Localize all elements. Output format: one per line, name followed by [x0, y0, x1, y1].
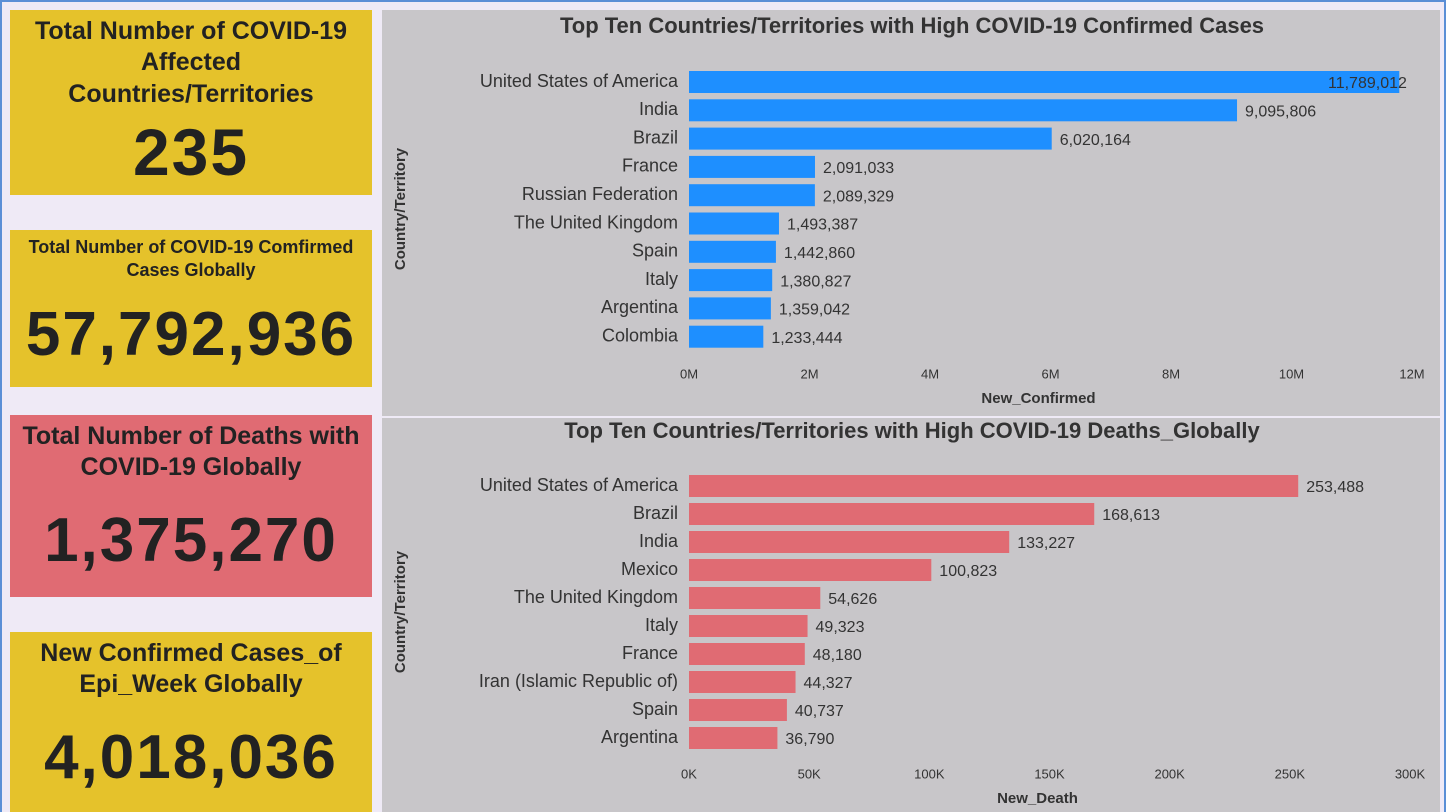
y-tick-label: United States of America [480, 71, 679, 91]
data-label: 48,180 [813, 647, 862, 664]
chart-panel [382, 418, 1440, 812]
x-tick-label: 0M [680, 366, 698, 381]
y-tick-label: United States of America [480, 475, 679, 495]
y-tick-label: Brazil [633, 503, 678, 523]
bar [689, 184, 815, 207]
x-tick-label: 2M [800, 366, 818, 381]
y-tick-label: Argentina [601, 297, 679, 317]
data-label: 49,323 [816, 619, 865, 636]
y-axis-title: Country/Territory [392, 550, 409, 673]
bar [689, 699, 787, 721]
data-label: 2,089,329 [823, 188, 894, 205]
y-tick-label: Iran (Islamic Republic of) [479, 671, 678, 691]
card: Total Number of COVID-19 Affected Countr… [10, 10, 372, 195]
y-tick-label: Spain [632, 699, 678, 719]
bar [689, 297, 771, 320]
bar [689, 127, 1052, 150]
bar [689, 269, 773, 292]
bar [689, 475, 1299, 497]
card-value: 235 [132, 115, 250, 190]
y-tick-label: Spain [632, 241, 678, 261]
x-tick-label: 10M [1279, 366, 1304, 381]
card: Total Number of COVID-19 Comfirmed Cases… [10, 230, 372, 387]
bar [689, 671, 796, 693]
x-tick-label: 12M [1399, 366, 1424, 381]
y-tick-label: Italy [645, 269, 678, 289]
y-tick-label: Russian Federation [522, 184, 678, 204]
data-label: 11,789,012 [1328, 75, 1407, 92]
card-value: 4,018,036 [44, 722, 338, 792]
x-tick-label: 50K [798, 766, 821, 781]
y-tick-label: Mexico [621, 559, 678, 579]
x-tick-label: 150K [1034, 766, 1065, 781]
y-tick-label: India [639, 531, 679, 551]
data-label: 1,233,444 [771, 330, 842, 347]
y-tick-label: France [622, 156, 678, 176]
bar [689, 587, 821, 609]
y-tick-label: Italy [645, 615, 678, 635]
x-tick-label: 250K [1275, 766, 1306, 781]
card-value: 57,792,936 [25, 299, 357, 369]
data-label: 36,790 [785, 731, 834, 748]
data-label: 1,493,387 [787, 217, 858, 234]
bar [689, 212, 779, 235]
bar [689, 325, 764, 348]
y-tick-label: Argentina [601, 727, 679, 747]
bar [689, 643, 805, 665]
data-label: 1,380,827 [780, 273, 851, 290]
bar [689, 71, 1400, 93]
y-tick-label: The United Kingdom [514, 212, 678, 232]
data-label: 133,227 [1017, 535, 1075, 552]
data-label: 9,095,806 [1245, 104, 1316, 121]
x-tick-label: 8M [1162, 366, 1180, 381]
card: Total Number of Deaths with COVID-19 Glo… [10, 415, 372, 597]
chart-title: Top Ten Countries/Territories with High … [560, 13, 1264, 38]
chart-title: Top Ten Countries/Territories with High … [564, 418, 1260, 443]
y-tick-label: Colombia [602, 325, 679, 345]
card: New Confirmed Cases_of Epi_Week Globally… [10, 632, 372, 812]
data-label: 1,442,860 [784, 245, 855, 262]
y-tick-label: France [622, 643, 678, 663]
card-value: 1,375,270 [44, 505, 338, 575]
y-tick-label: The United Kingdom [514, 587, 678, 607]
x-tick-label: 200K [1154, 766, 1185, 781]
x-tick-label: 6M [1041, 366, 1059, 381]
bar [689, 155, 815, 178]
data-label: 44,327 [804, 675, 853, 692]
bar [689, 503, 1095, 525]
card-title: Total Number of COVID-19 Comfirmed Cases… [28, 237, 354, 280]
data-label: 168,613 [1102, 507, 1160, 524]
data-label: 2,091,033 [823, 160, 894, 177]
data-label: 1,359,042 [779, 302, 850, 319]
bar [689, 531, 1010, 553]
bar [689, 240, 776, 263]
bar [689, 99, 1238, 122]
x-axis-title: New_Death [997, 790, 1078, 807]
bar [689, 615, 808, 637]
card-title: Total Number of COVID-19 Affected Countr… [34, 17, 348, 108]
card-title: Total Number of Deaths with COVID-19 Glo… [22, 422, 360, 482]
card-title: New Confirmed Cases_of Epi_Week Globally [40, 639, 342, 699]
y-axis-title: Country/Territory [392, 147, 409, 270]
data-label: 6,020,164 [1060, 132, 1131, 149]
x-axis-title: New_Confirmed [981, 390, 1095, 407]
chart-panel [382, 10, 1440, 416]
bar [689, 559, 932, 581]
bar [689, 727, 778, 749]
y-tick-label: Brazil [633, 127, 678, 147]
x-tick-label: 0K [681, 766, 697, 781]
data-label: 54,626 [828, 591, 877, 608]
x-tick-label: 4M [921, 366, 939, 381]
data-label: 253,488 [1306, 479, 1364, 496]
data-label: 40,737 [795, 703, 844, 720]
data-label: 100,823 [939, 563, 997, 580]
y-tick-label: India [639, 99, 679, 119]
x-tick-label: 100K [914, 766, 945, 781]
x-tick-label: 300K [1395, 766, 1426, 781]
